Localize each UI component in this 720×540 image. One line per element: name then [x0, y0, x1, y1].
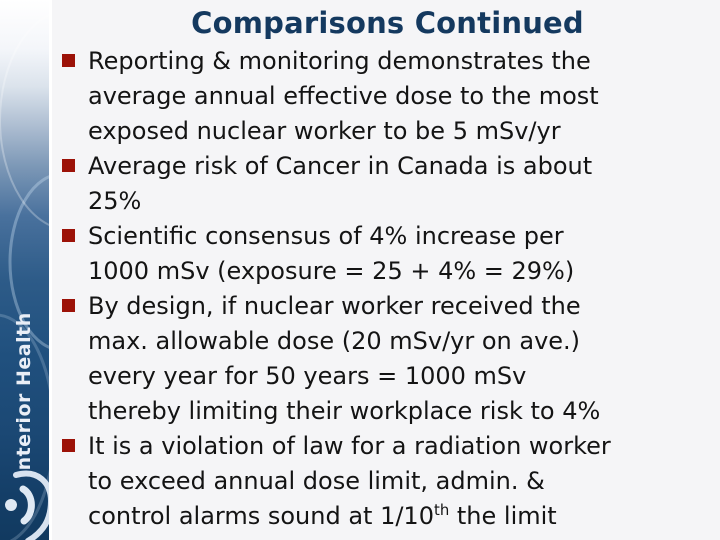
slide-title: Comparisons Continued	[191, 6, 584, 40]
bullet-square-icon	[62, 54, 75, 67]
bullet-square-icon	[62, 299, 75, 312]
interior-health-logo-icon	[5, 470, 49, 540]
bullet-text: Scientific consensus of 4% increase per 1…	[88, 222, 575, 285]
brand-vertical-text: Interior Health	[13, 312, 35, 478]
slide-content: Comparisons Continued Reporting & monito…	[55, 0, 720, 540]
bullet-list: Reporting & monitoring demonstrates the a…	[62, 44, 708, 534]
list-item: Scientific consensus of 4% increase per 1…	[62, 219, 708, 289]
list-item: By design, if nuclear worker received th…	[62, 289, 708, 429]
list-item: Average risk of Cancer in Canada is abou…	[62, 149, 708, 219]
bullet-square-icon	[62, 229, 75, 242]
bullet-text: It is a violation of law for a radiation…	[88, 432, 611, 530]
bullet-text: Average risk of Cancer in Canada is abou…	[88, 152, 593, 215]
sidebar: Interior Health	[0, 0, 52, 540]
list-item: It is a violation of law for a radiation…	[62, 429, 708, 534]
bullet-text: Reporting & monitoring demonstrates the a…	[88, 47, 599, 145]
list-item: Reporting & monitoring demonstrates the a…	[62, 44, 708, 149]
bullet-square-icon	[62, 439, 75, 452]
bullet-text: By design, if nuclear worker received th…	[88, 292, 601, 425]
decorative-arcs	[0, 13, 49, 540]
bullet-square-icon	[62, 159, 75, 172]
